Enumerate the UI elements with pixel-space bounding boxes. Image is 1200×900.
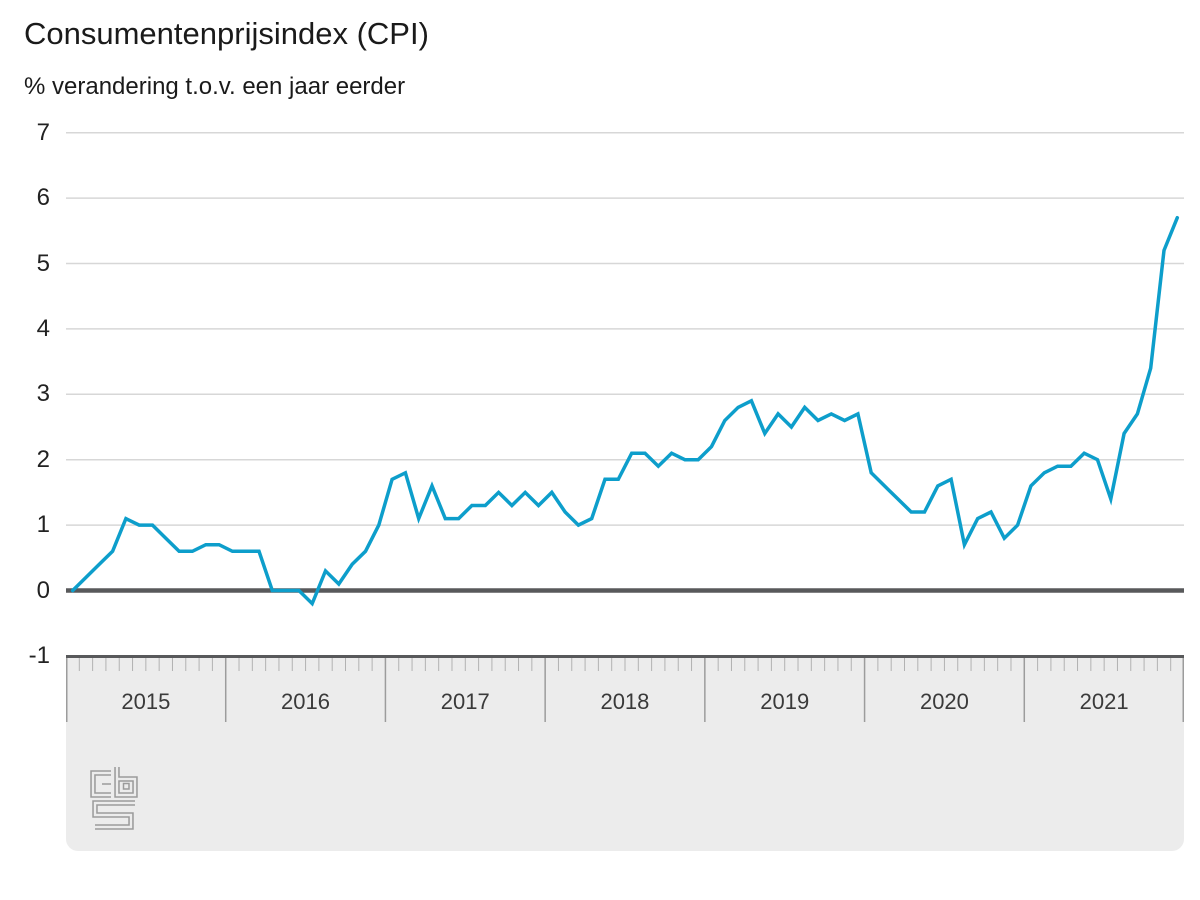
x-axis-year-label: 2017: [440, 689, 490, 714]
y-axis-label: 1: [36, 511, 50, 539]
y-axis-label: -1: [28, 641, 50, 669]
cbs-logo-inner: [93, 801, 135, 829]
x-axis-year-label: 2018: [600, 689, 650, 714]
x-axis-year-label: 2019: [760, 689, 810, 714]
cpi-line-series: [70, 215, 1180, 607]
cbs-logo-icon: [90, 767, 138, 830]
cbs-logo-inner: [91, 771, 111, 797]
x-axis-year-label: 2015: [121, 689, 171, 714]
y-axis-label: 0: [36, 576, 50, 604]
chart-title: Consumentenprijsindex (CPI): [24, 16, 429, 51]
cbs-logo-detail: [122, 782, 130, 790]
y-axis-label: 5: [36, 249, 50, 277]
y-axis-label: 2: [36, 445, 50, 473]
x-axis-year-label: 2021: [1079, 689, 1129, 714]
x-axis-ruler: [66, 658, 1184, 722]
cbs-logo-inner: [115, 767, 137, 797]
y-axis-label: 7: [36, 118, 50, 146]
y-axis-label: 4: [36, 314, 50, 342]
x-axis-year-label: 2020: [919, 689, 969, 714]
x-axis-band: 2015 2016 2017 2018 2019 2020 2021: [66, 655, 1184, 851]
y-axis-label: 3: [36, 380, 50, 408]
chart-subtitle: % verandering t.o.v. een jaar eerder: [24, 73, 406, 100]
x-axis-year-label: 2016: [281, 689, 330, 714]
y-axis-label: 6: [36, 184, 50, 212]
cbs-logo-stroke: [114, 767, 138, 798]
